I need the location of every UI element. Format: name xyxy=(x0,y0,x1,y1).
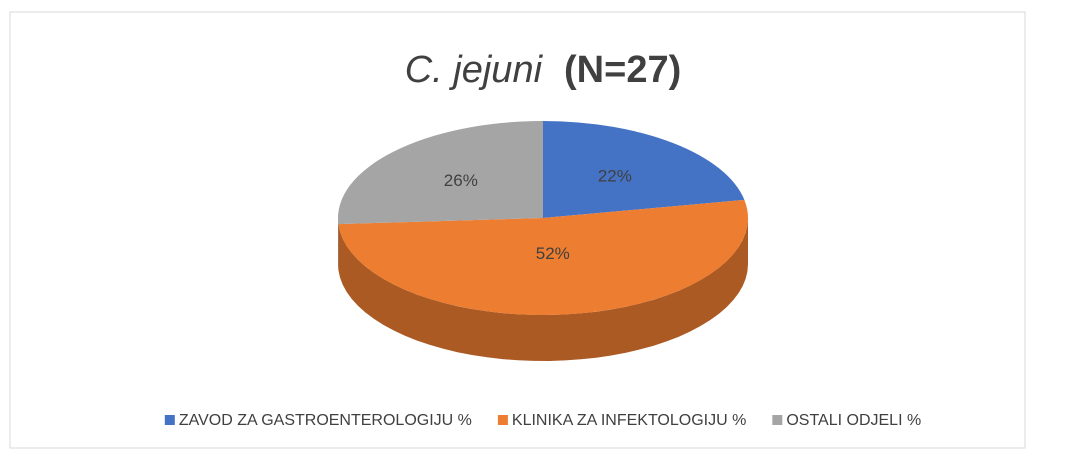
pie: 22% 52% 26% xyxy=(338,121,748,361)
chart-border xyxy=(9,11,1026,449)
slice-side xyxy=(338,218,748,361)
legend-label: ZAVOD ZA GASTROENTEROLOGIJU % xyxy=(179,412,472,429)
title-count: (N=27) xyxy=(564,49,681,91)
legend-swatch xyxy=(772,415,783,425)
chart-title: C. jejuni (N=27) xyxy=(405,49,682,91)
legend-label: OSTALI ODJELI % xyxy=(786,412,921,429)
data-label: 26% xyxy=(444,171,478,190)
legend-swatch xyxy=(497,415,508,425)
data-label: 52% xyxy=(536,244,570,263)
slice xyxy=(338,121,543,225)
slice xyxy=(543,121,745,218)
legend: ZAVOD ZA GASTROENTEROLOGIJU % KLINIKA ZA … xyxy=(164,412,921,429)
legend-label: KLINIKA ZA INFEKTOLOGIJU % xyxy=(512,412,746,429)
title-organism: C. jejuni xyxy=(405,49,544,91)
slice xyxy=(338,199,748,315)
legend-swatch xyxy=(164,415,175,425)
data-label: 22% xyxy=(598,166,632,185)
